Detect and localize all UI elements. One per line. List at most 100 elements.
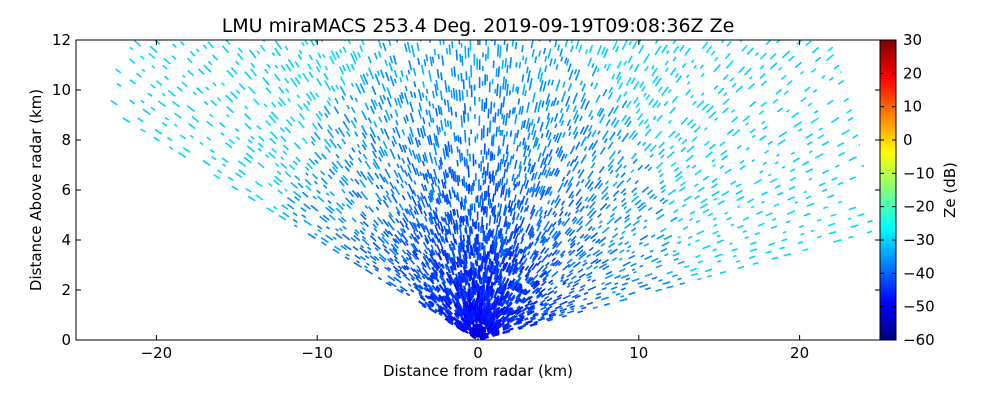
- reflectivity-gate: [164, 116, 170, 121]
- reflectivity-gate: [227, 176, 234, 182]
- reflectivity-gate: [721, 155, 728, 161]
- reflectivity-gate: [437, 185, 442, 197]
- reflectivity-gate: [489, 288, 494, 297]
- reflectivity-gate: [691, 136, 698, 143]
- reflectivity-gate: [353, 234, 361, 242]
- reflectivity-gate: [453, 278, 457, 283]
- reflectivity-gate: [750, 205, 755, 209]
- reflectivity-gate: [459, 270, 464, 278]
- reflectivity-gate: [612, 290, 616, 294]
- chart-title: LMU miraMACS 253.4 Deg. 2019-09-19T09:08…: [222, 15, 735, 37]
- reflectivity-gate: [353, 261, 363, 268]
- reflectivity-gate: [633, 96, 639, 105]
- y-tick-label: 2: [61, 281, 71, 299]
- reflectivity-gate: [777, 66, 783, 71]
- reflectivity-gate: [323, 138, 332, 148]
- reflectivity-gate: [555, 147, 560, 154]
- reflectivity-gate: [769, 62, 778, 70]
- reflectivity-gate: [791, 111, 800, 119]
- reflectivity-gate: [445, 302, 453, 310]
- reflectivity-gate: [615, 292, 621, 296]
- reflectivity-gate: [323, 105, 331, 115]
- reflectivity-gate: [401, 194, 406, 201]
- reflectivity-gate: [503, 159, 507, 168]
- reflectivity-gate: [362, 139, 368, 148]
- reflectivity-gate: [633, 63, 640, 73]
- reflectivity-gate: [519, 296, 526, 303]
- reflectivity-gate: [408, 220, 416, 232]
- reflectivity-gate: [453, 208, 457, 216]
- reflectivity-gate: [338, 180, 345, 187]
- reflectivity-gate: [760, 101, 767, 108]
- reflectivity-gate: [621, 282, 629, 286]
- reflectivity-gate: [644, 287, 651, 291]
- reflectivity-gate: [553, 58, 557, 65]
- reflectivity-gate: [531, 253, 539, 263]
- reflectivity-gate: [498, 228, 502, 239]
- reflectivity-gate: [416, 268, 420, 273]
- reflectivity-gate: [548, 227, 556, 236]
- reflectivity-gate: [555, 79, 561, 92]
- reflectivity-gate: [410, 288, 415, 293]
- reflectivity-gate: [274, 175, 283, 183]
- reflectivity-gate: [430, 183, 435, 193]
- reflectivity-gate: [400, 91, 405, 99]
- reflectivity-gate: [577, 310, 584, 314]
- reflectivity-gate: [724, 211, 728, 215]
- reflectivity-gate: [427, 247, 434, 257]
- reflectivity-gate: [534, 210, 539, 217]
- reflectivity-gate: [581, 83, 587, 92]
- reflectivity-gate: [518, 228, 522, 236]
- reflectivity-gate: [504, 57, 507, 68]
- reflectivity-gate: [498, 178, 502, 188]
- reflectivity-gate: [237, 47, 243, 54]
- reflectivity-gate: [362, 221, 369, 228]
- reflectivity-gate: [289, 116, 296, 122]
- reflectivity-gate: [463, 157, 466, 167]
- reflectivity-gate: [244, 105, 249, 110]
- reflectivity-gate: [456, 160, 459, 167]
- reflectivity-gate: [425, 254, 431, 263]
- reflectivity-gate: [287, 58, 295, 68]
- reflectivity-gate: [626, 120, 632, 128]
- colorbar-tick-label: 30: [903, 31, 922, 49]
- reflectivity-gate: [488, 120, 492, 133]
- reflectivity-gate: [511, 253, 518, 264]
- reflectivity-gate: [435, 108, 439, 117]
- reflectivity-gate: [335, 228, 339, 232]
- reflectivity-gate: [359, 247, 367, 254]
- reflectivity-gate: [393, 255, 398, 260]
- reflectivity-gate: [409, 112, 415, 123]
- reflectivity-gate: [598, 263, 608, 269]
- reflectivity-gate: [553, 113, 559, 122]
- reflectivity-gate: [746, 198, 755, 204]
- reflectivity-gate: [496, 211, 500, 223]
- reflectivity-gate: [437, 222, 441, 230]
- reflectivity-gate: [422, 117, 426, 125]
- reflectivity-gate: [494, 252, 500, 265]
- reflectivity-gate: [543, 308, 550, 313]
- reflectivity-gate: [401, 249, 407, 255]
- reflectivity-gate: [440, 248, 446, 257]
- reflectivity-gate: [522, 55, 525, 61]
- reflectivity-gate: [745, 146, 750, 151]
- reflectivity-gate: [780, 74, 787, 81]
- reflectivity-gate: [372, 223, 378, 229]
- reflectivity-gate: [320, 153, 327, 160]
- reflectivity-gate: [545, 305, 553, 311]
- reflectivity-gate: [511, 216, 516, 225]
- reflectivity-gate: [416, 234, 421, 240]
- reflectivity-gate: [776, 153, 780, 157]
- reflectivity-gate: [444, 264, 449, 270]
- reflectivity-gate: [149, 45, 158, 54]
- reflectivity-gate: [191, 115, 200, 123]
- reflectivity-gate: [591, 155, 597, 163]
- reflectivity-gate: [515, 289, 525, 299]
- reflectivity-gate: [702, 175, 710, 181]
- reflectivity-gate: [395, 40, 399, 43]
- reflectivity-gate: [396, 97, 402, 108]
- reflectivity-gate: [388, 247, 397, 256]
- reflectivity-gate: [848, 156, 857, 162]
- reflectivity-gate: [383, 230, 390, 238]
- reflectivity-gate: [373, 121, 378, 128]
